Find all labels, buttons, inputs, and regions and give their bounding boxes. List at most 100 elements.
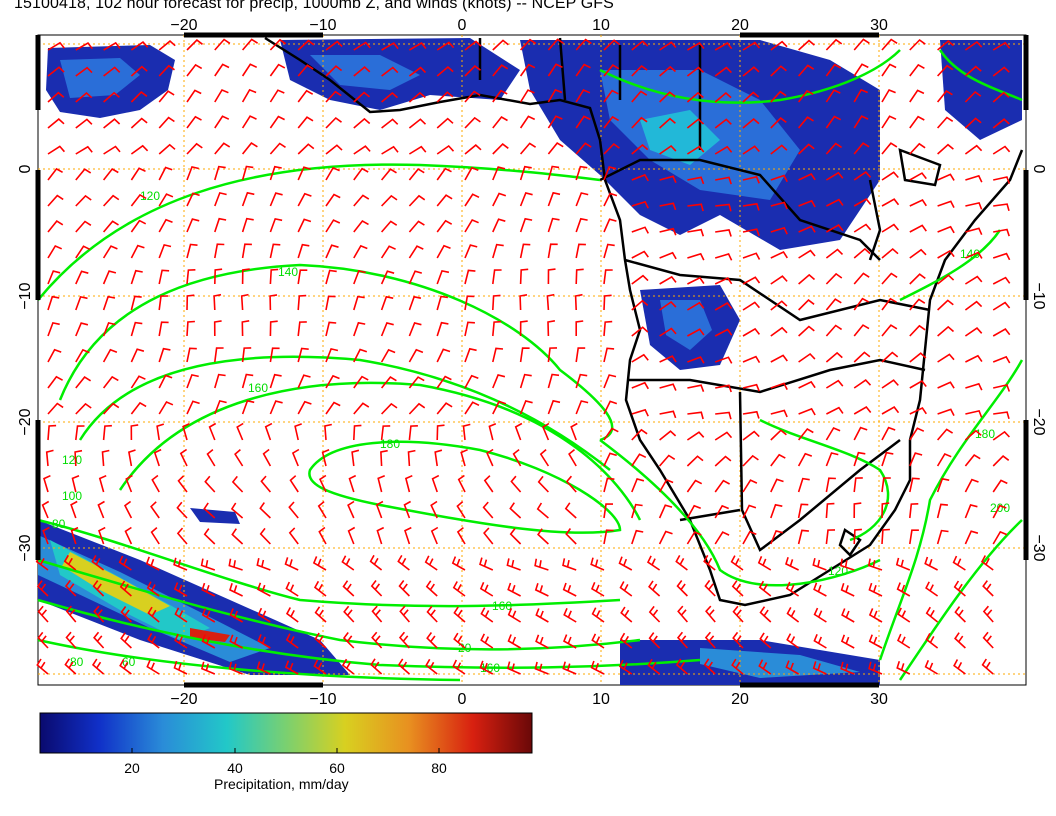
wind-barb — [909, 352, 927, 363]
wind-barb — [590, 660, 605, 675]
wind-barb — [992, 355, 1011, 364]
wind-barb — [909, 324, 926, 337]
contour-label: 180 — [975, 427, 995, 441]
wind-barb — [631, 453, 647, 467]
wind-barb — [868, 608, 883, 623]
wind-barb — [909, 172, 927, 181]
wind-barb — [130, 41, 149, 51]
wind-barb — [269, 294, 278, 311]
wind-barb — [464, 321, 475, 337]
wind-barb — [687, 176, 705, 185]
wind-barb — [785, 581, 800, 597]
wind-barb — [492, 400, 507, 415]
wind-barb — [714, 118, 732, 129]
wind-barb — [214, 38, 231, 51]
wind-barb — [686, 531, 702, 545]
wind-barb — [798, 273, 816, 285]
wind-barb — [547, 88, 563, 103]
wind-barb — [520, 38, 537, 51]
wind-barb — [179, 448, 188, 467]
wind-barb — [631, 408, 649, 417]
wind-barb — [492, 39, 509, 51]
wind-barb — [456, 500, 466, 519]
wind-barb — [269, 89, 285, 103]
wind-barb — [348, 474, 357, 493]
wind-barb — [200, 558, 216, 571]
wind-barb — [687, 252, 705, 261]
wind-barb — [464, 116, 481, 129]
wind-barb — [120, 632, 132, 649]
wind-barb — [658, 504, 673, 519]
wind-barb — [436, 65, 454, 77]
wind-barb — [404, 474, 413, 493]
wind-barb — [519, 142, 537, 155]
wind-barb — [742, 252, 761, 260]
wind-barb — [47, 244, 63, 259]
wind-barb — [70, 500, 78, 519]
wind-barb — [47, 194, 64, 207]
wind-barb — [964, 530, 979, 545]
wind-barb — [381, 194, 398, 207]
wind-barb — [158, 243, 172, 259]
wind-barb — [546, 293, 555, 311]
wind-barb — [130, 401, 147, 415]
wind-barb — [47, 321, 60, 337]
wind-barb — [462, 423, 471, 441]
wind-barb — [825, 171, 844, 181]
wind-barb — [742, 383, 760, 392]
wind-barb — [70, 526, 79, 545]
wind-barb — [186, 218, 200, 233]
wind-barb — [797, 116, 814, 129]
wind-barb — [603, 39, 621, 51]
wind-barbs — [35, 38, 1011, 675]
wind-barb — [102, 375, 119, 389]
wind-barb — [547, 347, 558, 363]
wind-barb — [881, 324, 898, 337]
wind-barb — [269, 38, 287, 51]
wind-barb — [992, 145, 1011, 155]
wind-barb — [64, 658, 77, 675]
wind-barb — [631, 226, 650, 234]
wind-barb — [325, 193, 341, 207]
wind-barb — [47, 270, 61, 285]
wind-barb — [631, 353, 649, 363]
wind-barb — [510, 475, 522, 493]
lon-label: −10 — [309, 17, 336, 34]
wind-barb — [377, 475, 385, 493]
wind-barb — [881, 528, 890, 545]
wind-barb — [785, 660, 799, 675]
wind-barb — [75, 91, 93, 103]
wind-barb — [325, 65, 343, 77]
wind-barb — [408, 194, 426, 207]
wind-barb — [269, 217, 283, 233]
wind-barb — [686, 41, 705, 51]
wind-barb — [158, 374, 173, 389]
contour-label: 80 — [70, 655, 84, 669]
wind-barb — [993, 176, 1011, 184]
wind-barb — [547, 191, 561, 207]
wind-barb — [201, 582, 216, 597]
wind-barb — [47, 220, 64, 233]
wind-barb — [158, 40, 176, 51]
wind-barb — [492, 115, 508, 129]
wind-barb — [426, 632, 438, 649]
wind-barb — [936, 477, 950, 493]
wind-barb — [381, 402, 398, 415]
colorbar-tick-label: 80 — [431, 760, 447, 776]
wind-barb — [297, 374, 311, 389]
wind-barb — [297, 218, 312, 233]
wind-barb — [714, 145, 733, 155]
wind-barb — [603, 218, 617, 233]
colorbar-tick-label: 20 — [124, 760, 140, 776]
wind-barb — [825, 351, 843, 363]
wind-barb — [353, 41, 371, 51]
wind-barb — [241, 191, 255, 207]
wind-barb — [853, 502, 862, 519]
wind-barb — [687, 276, 705, 285]
wind-barb — [464, 244, 478, 259]
wind-barb — [909, 63, 925, 77]
wind-barb — [798, 199, 816, 208]
wind-barb — [120, 606, 132, 623]
wind-barb — [380, 295, 394, 311]
wind-barb — [786, 607, 800, 623]
